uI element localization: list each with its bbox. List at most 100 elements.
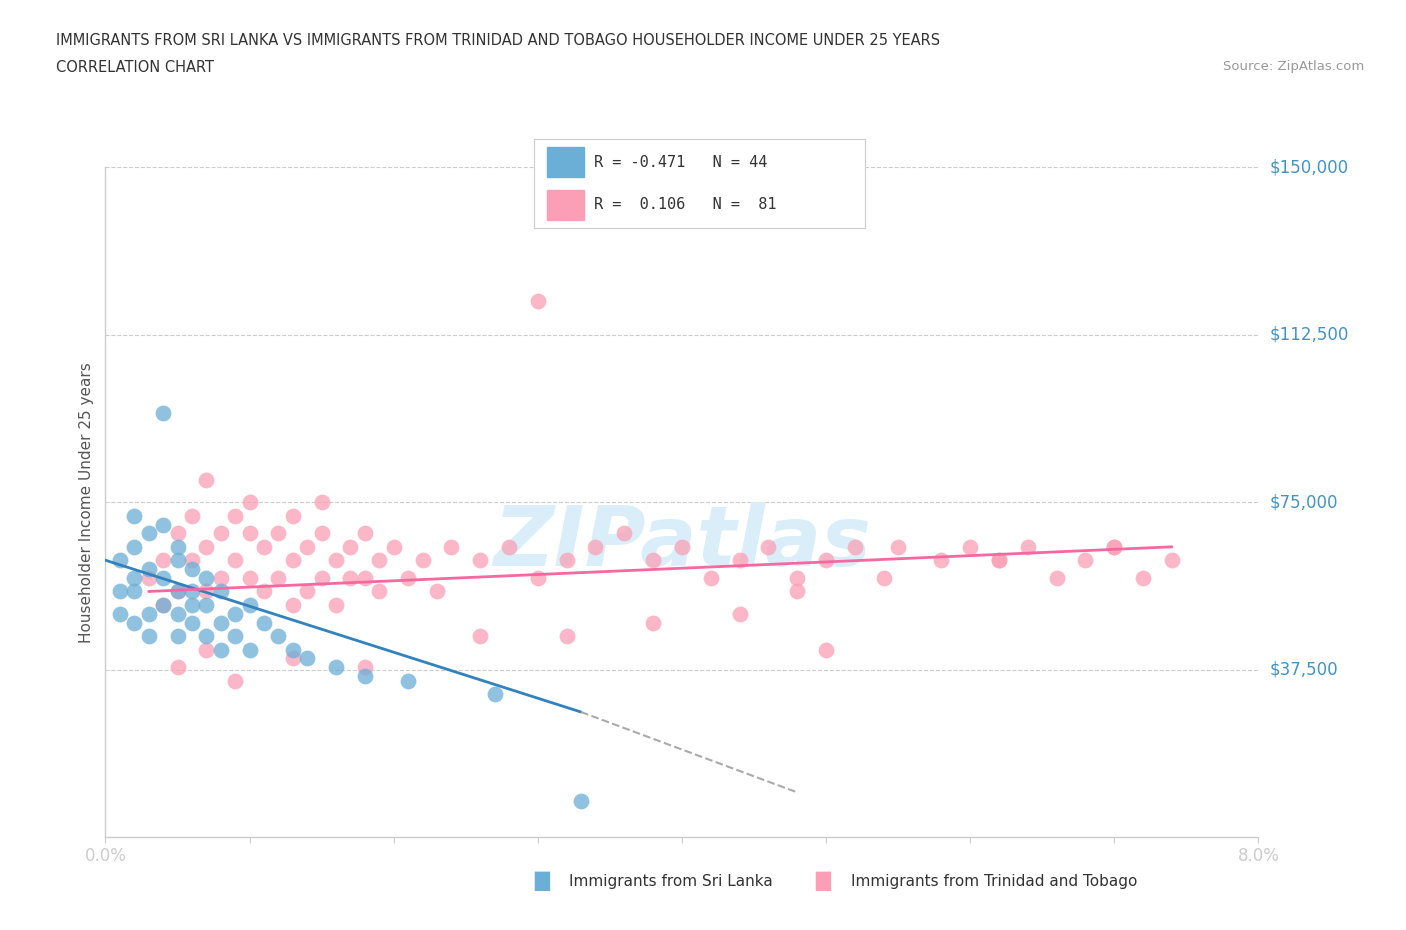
Point <box>253 584 276 599</box>
Y-axis label: Householder Income Under 25 years: Householder Income Under 25 years <box>79 362 94 643</box>
Point <box>756 539 779 554</box>
Point <box>555 629 578 644</box>
Point <box>815 642 838 657</box>
Point <box>585 539 607 554</box>
Point <box>166 526 188 541</box>
Point <box>239 526 262 541</box>
Point <box>239 642 262 657</box>
Point <box>138 606 160 621</box>
Point <box>209 571 232 586</box>
Point <box>339 539 361 554</box>
Point <box>382 539 405 554</box>
Point <box>166 584 188 599</box>
Point <box>728 606 751 621</box>
Point <box>166 552 188 567</box>
Point <box>152 552 174 567</box>
Point <box>353 571 375 586</box>
Text: ZIPatlas: ZIPatlas <box>494 502 870 583</box>
Point <box>108 552 131 567</box>
Point <box>931 552 953 567</box>
Bar <box>547 190 583 219</box>
Text: $37,500: $37,500 <box>1270 660 1339 679</box>
Point <box>468 552 492 567</box>
Point <box>195 539 218 554</box>
Point <box>267 571 290 586</box>
Point <box>239 495 262 510</box>
Point <box>108 584 131 599</box>
Point <box>641 552 665 567</box>
Text: Immigrants from Trinidad and Tobago: Immigrants from Trinidad and Tobago <box>851 874 1137 889</box>
Point <box>484 686 506 701</box>
Point <box>195 597 218 612</box>
Point <box>1132 571 1154 586</box>
Point <box>267 526 290 541</box>
Point <box>815 552 838 567</box>
Point <box>987 552 1010 567</box>
Point <box>108 606 131 621</box>
Text: █: █ <box>815 872 831 891</box>
Point <box>526 571 548 586</box>
Point <box>253 539 276 554</box>
Point <box>138 526 160 541</box>
Point <box>281 597 304 612</box>
Point <box>180 616 202 631</box>
Point <box>426 584 449 599</box>
Point <box>396 571 419 586</box>
Point <box>526 294 548 309</box>
Point <box>138 562 160 577</box>
Point <box>311 526 333 541</box>
Point <box>195 472 218 487</box>
Point <box>295 539 318 554</box>
Point <box>325 660 347 675</box>
Point <box>555 552 578 567</box>
Point <box>281 508 304 523</box>
Point <box>671 539 693 554</box>
Point <box>124 616 146 631</box>
Point <box>353 660 375 675</box>
Point <box>613 526 636 541</box>
Point <box>959 539 981 554</box>
Point <box>267 629 290 644</box>
Point <box>239 597 262 612</box>
Point <box>641 616 665 631</box>
Point <box>195 584 218 599</box>
Point <box>180 584 202 599</box>
Point <box>987 552 1010 567</box>
Text: █: █ <box>534 872 550 891</box>
Point <box>786 584 808 599</box>
Point <box>353 526 375 541</box>
Point <box>311 495 333 510</box>
Point <box>152 517 174 532</box>
Point <box>180 552 202 567</box>
Text: $75,000: $75,000 <box>1270 493 1339 512</box>
Point <box>468 629 492 644</box>
Point <box>152 597 174 612</box>
Point <box>209 526 232 541</box>
Point <box>1045 571 1069 586</box>
Bar <box>547 148 583 178</box>
Point <box>166 660 188 675</box>
Point <box>700 571 723 586</box>
Point <box>786 571 808 586</box>
Point <box>209 616 232 631</box>
Point <box>209 584 232 599</box>
Point <box>1074 552 1097 567</box>
Point <box>339 571 361 586</box>
Point <box>311 571 333 586</box>
Point <box>1102 539 1125 554</box>
Point <box>281 642 304 657</box>
Text: Immigrants from Sri Lanka: Immigrants from Sri Lanka <box>569 874 773 889</box>
Point <box>1017 539 1039 554</box>
Text: IMMIGRANTS FROM SRI LANKA VS IMMIGRANTS FROM TRINIDAD AND TOBAGO HOUSEHOLDER INC: IMMIGRANTS FROM SRI LANKA VS IMMIGRANTS … <box>56 33 941 47</box>
Point <box>166 584 188 599</box>
Text: Source: ZipAtlas.com: Source: ZipAtlas.com <box>1223 60 1364 73</box>
Point <box>166 606 188 621</box>
Point <box>1102 539 1125 554</box>
Point <box>368 552 391 567</box>
Point <box>152 405 174 420</box>
Text: R =  0.106   N =  81: R = 0.106 N = 81 <box>593 197 776 212</box>
Text: CORRELATION CHART: CORRELATION CHART <box>56 60 214 75</box>
Point <box>325 597 347 612</box>
Point <box>124 584 146 599</box>
Point <box>325 552 347 567</box>
